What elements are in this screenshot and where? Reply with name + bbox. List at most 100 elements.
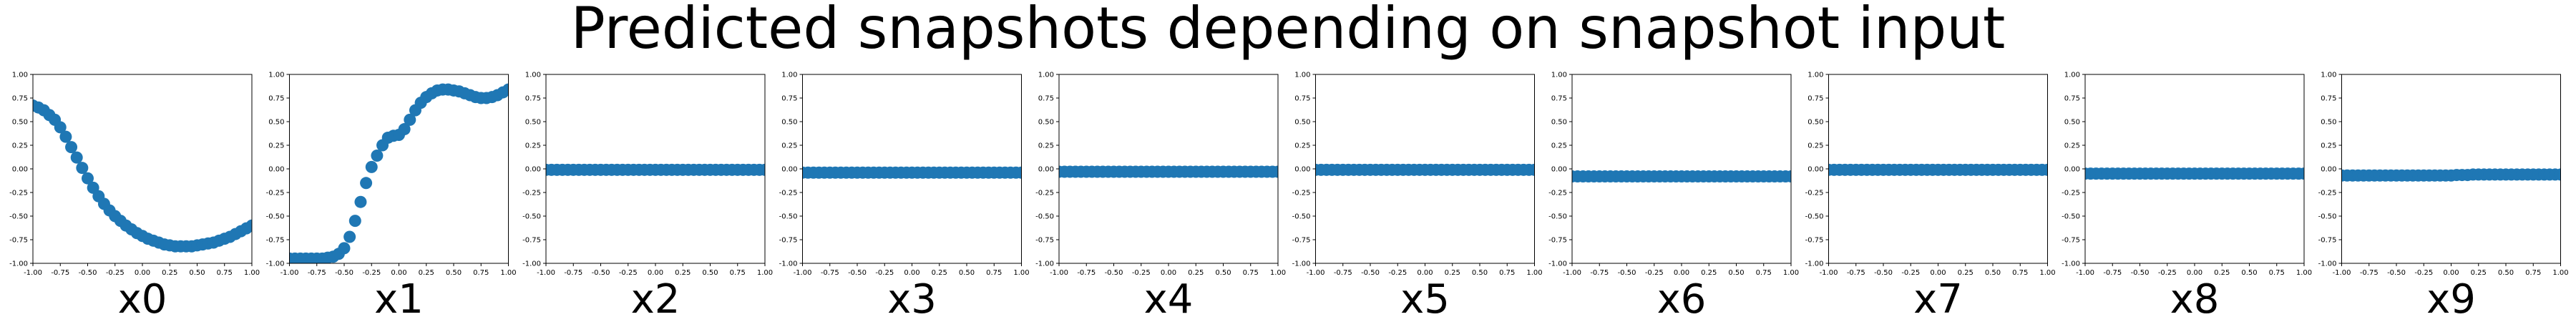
y-tick-label: -0.75 (1805, 237, 1824, 245)
data-point (338, 242, 351, 255)
data-point (1015, 166, 1022, 179)
x-tick-label: -1.00 (1820, 269, 1838, 277)
panel-x3: -1.00 -0.75 -0.50 -0.25 0.00 0.25 0.50 0.75 1.00… (779, 72, 1030, 322)
x-tick-label: 0.00 (904, 269, 919, 277)
y-tick-label: 0.00 (2064, 166, 2080, 174)
y-tick-label: -0.75 (522, 237, 541, 245)
x-tick-label: 0.00 (391, 269, 406, 277)
y-tick-label: -0.75 (1035, 237, 1054, 245)
y-tick-label: 1.00 (781, 72, 797, 79)
x-tick-label: 0.25 (1701, 269, 1717, 277)
y-tick-label: 0.50 (2321, 119, 2336, 127)
x-tick-label: 0.25 (1188, 269, 1204, 277)
x-tick-label: 0.50 (1728, 269, 1744, 277)
y-tick-label: 1.00 (1807, 72, 1823, 79)
figure-title: Predicted snapshots depending on snapsho… (571, 0, 2006, 62)
x-tick-label: 1.00 (757, 269, 773, 277)
x-tick-label: 0.50 (959, 269, 975, 277)
x-tick-label: 1.00 (1013, 269, 1029, 277)
x-tick-label: -0.25 (1132, 269, 1151, 277)
y-tick-label: -0.50 (1548, 213, 1567, 221)
y-tick-label: 0.75 (12, 95, 28, 103)
y-tick-label: -0.25 (9, 190, 28, 197)
data-point (54, 121, 67, 134)
y-tick-label: -0.50 (2318, 213, 2337, 221)
x-tick-label: 0.00 (2187, 269, 2202, 277)
data-point (758, 163, 765, 176)
panel-xlabel: x1 (374, 276, 424, 322)
panel-x9: -1.00 -0.75 -0.50 -0.25 0.00 0.25 0.50 0.75 1.00… (2318, 72, 2569, 322)
y-tick-label: 0.25 (1807, 142, 1823, 150)
x-tick-label: -0.25 (875, 269, 894, 277)
y-tick-label: 0.25 (1551, 142, 1567, 150)
y-tick-label: -0.75 (2062, 237, 2080, 245)
x-tick-label: 0.75 (730, 269, 746, 277)
y-tick-label: 0.00 (781, 166, 797, 174)
x-tick-label: -0.25 (1645, 269, 1664, 277)
y-tick-label: 1.00 (2321, 72, 2336, 79)
x-tick-label: 0.75 (1499, 269, 1515, 277)
x-tick-label: -0.75 (1590, 269, 1609, 277)
series-points (802, 166, 1022, 179)
y-tick-label: 0.75 (2064, 95, 2080, 103)
y-tick-label: -1.00 (2062, 260, 2080, 268)
x-tick-label: 1.00 (1526, 269, 1542, 277)
data-point (2298, 167, 2304, 180)
x-tick-label: -1.00 (1307, 269, 1325, 277)
data-point (343, 230, 356, 243)
data-point (360, 177, 373, 190)
x-tick-label: -1.00 (280, 269, 299, 277)
x-tick-label: 0.50 (1215, 269, 1231, 277)
y-tick-label: -0.75 (779, 237, 798, 245)
y-tick-label: -0.75 (9, 237, 28, 245)
x-tick-label: -0.75 (308, 269, 326, 277)
data-point (59, 130, 72, 143)
panel-x1: -1.00 -0.75 -0.50 -0.25 0.00 0.25 0.50 0.75 1.00… (266, 72, 517, 322)
y-tick-label: 0.25 (1038, 142, 1054, 150)
panel-x7: -1.00 -0.75 -0.50 -0.25 0.00 0.25 0.50 0.75 1.00… (1805, 72, 2056, 322)
x-tick-label: -1.00 (1563, 269, 1581, 277)
x-tick-label: -0.75 (51, 269, 69, 277)
y-tick-label: 0.25 (781, 142, 797, 150)
x-tick-label: -1.00 (794, 269, 812, 277)
x-tick-label: 1.00 (500, 269, 516, 277)
y-tick-label: 0.75 (525, 95, 541, 103)
x-tick-label: 0.00 (1161, 269, 1176, 277)
data-point (398, 123, 411, 136)
x-tick-label: 1.00 (244, 269, 260, 277)
y-tick-label: 0.50 (525, 119, 541, 127)
y-tick-label: -1.00 (779, 260, 798, 268)
x-tick-label: 0.00 (1930, 269, 1946, 277)
y-tick-label: -0.25 (266, 190, 285, 197)
y-tick-label: 0.25 (12, 142, 28, 150)
x-tick-label: -0.75 (2103, 269, 2122, 277)
y-tick-label: 1.00 (2064, 72, 2080, 79)
y-tick-label: -0.50 (9, 213, 28, 221)
y-tick-label: -1.00 (1805, 260, 1824, 268)
y-tick-label: 0.50 (781, 119, 797, 127)
panel-xlabel: x3 (887, 276, 937, 322)
x-tick-label: -0.25 (1388, 269, 1407, 277)
y-tick-label: 0.00 (1551, 166, 1567, 174)
y-tick-label: 0.25 (525, 142, 541, 150)
y-tick-label: 0.00 (1038, 166, 1054, 174)
x-tick-label: 0.75 (2525, 269, 2541, 277)
data-point (354, 195, 367, 208)
y-tick-label: 0.50 (1038, 119, 1054, 127)
x-tick-label: 0.25 (419, 269, 434, 277)
panel-xlabel: x7 (1913, 276, 1963, 322)
y-tick-label: -1.00 (9, 260, 28, 268)
x-tick-label: -0.75 (821, 269, 839, 277)
y-tick-label: -0.50 (2062, 213, 2080, 221)
x-tick-label: -0.25 (619, 269, 638, 277)
x-tick-label: 0.50 (702, 269, 718, 277)
y-tick-label: -0.25 (1548, 190, 1567, 197)
x-tick-label: 0.00 (135, 269, 150, 277)
panel-xlabel: x2 (631, 276, 680, 322)
x-tick-label: -0.75 (1077, 269, 1096, 277)
y-tick-label: 0.25 (268, 142, 284, 150)
x-tick-label: -0.25 (1901, 269, 1920, 277)
y-tick-label: -0.75 (1548, 237, 1567, 245)
data-point (1785, 170, 1791, 183)
